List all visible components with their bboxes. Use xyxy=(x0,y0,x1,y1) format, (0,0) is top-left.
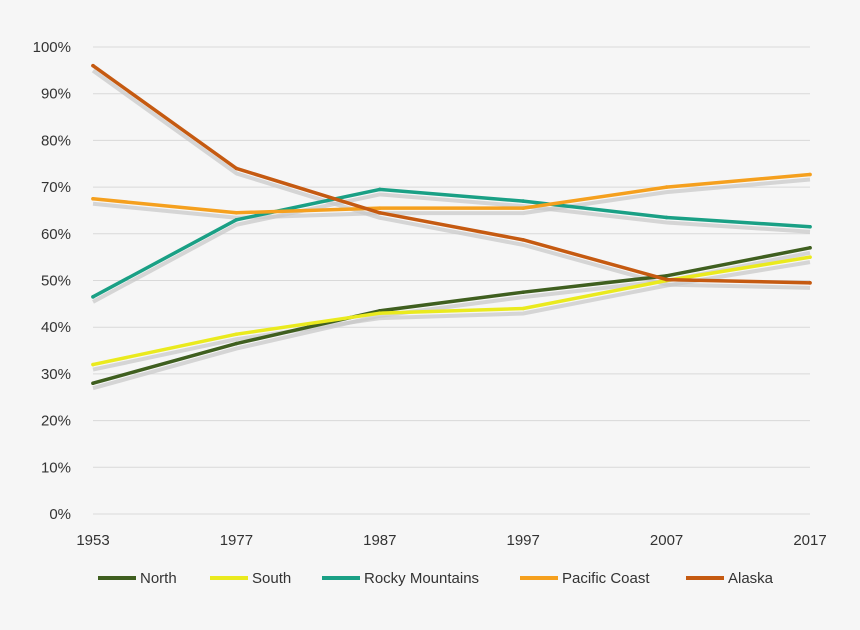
y-tick-label: 0% xyxy=(49,506,71,523)
y-tick-label: 10% xyxy=(41,459,71,476)
data-point-north xyxy=(808,246,812,250)
y-tick-label: 90% xyxy=(41,86,71,103)
data-point-rocky-mountains xyxy=(378,187,382,192)
series-line-pacific-coast xyxy=(91,172,812,215)
data-point-alaska xyxy=(521,238,525,242)
series-line-rocky-mountains xyxy=(91,187,812,299)
data-point-pacific-coast xyxy=(664,185,669,189)
series-shadow xyxy=(92,192,811,304)
legend-label-alaska: Alaska xyxy=(728,570,774,587)
data-point-south xyxy=(378,311,382,315)
series-shadow xyxy=(92,177,811,220)
data-point-alaska xyxy=(664,277,669,282)
x-tick-label: 2007 xyxy=(650,532,683,549)
data-point-alaska xyxy=(378,210,382,215)
data-point-pacific-coast xyxy=(808,172,812,177)
data-point-alaska xyxy=(91,63,95,68)
y-tick-label: 50% xyxy=(41,273,71,290)
y-tick-label: 100% xyxy=(33,39,71,56)
y-tick-label: 60% xyxy=(41,226,71,243)
data-point-pacific-coast xyxy=(521,206,525,210)
legend: North South Rocky Mountains Pacific Coast Al… xyxy=(98,570,774,587)
y-tick-label: 20% xyxy=(41,413,71,430)
x-tick-label: 1977 xyxy=(220,532,253,549)
x-tick-label: 1987 xyxy=(363,532,396,549)
y-axis-tick-labels: 0% 10% 20% 30% 40% 50% 60% 70% 80% 90% 100% xyxy=(33,39,71,523)
data-point-south xyxy=(234,332,239,337)
legend-label-pacific-coast: Pacific Coast xyxy=(562,570,650,587)
data-point-north xyxy=(664,274,669,278)
legend-label-south: South xyxy=(252,570,291,587)
x-tick-label: 1953 xyxy=(76,532,109,549)
data-point-pacific-coast xyxy=(378,206,382,210)
x-tick-label: 2017 xyxy=(793,532,826,549)
data-point-north xyxy=(234,341,239,346)
data-point-rocky-mountains xyxy=(234,217,239,222)
data-point-pacific-coast xyxy=(91,196,95,201)
y-tick-label: 70% xyxy=(41,179,71,196)
data-point-rocky-mountains xyxy=(91,295,95,299)
legend-label-north: North xyxy=(140,570,177,587)
data-point-south xyxy=(521,306,525,311)
data-point-north xyxy=(91,381,95,386)
series-line-north xyxy=(91,246,812,385)
x-axis-tick-labels: 1953 1977 1987 1997 2007 2017 xyxy=(76,532,826,549)
data-point-south xyxy=(808,255,812,259)
data-point-rocky-mountains xyxy=(664,215,669,220)
data-point-pacific-coast xyxy=(234,210,239,215)
legend-label-rocky-mountains: Rocky Mountains xyxy=(364,570,479,587)
data-point-rocky-mountains xyxy=(521,199,525,203)
series-shadow xyxy=(91,69,811,290)
series-lines xyxy=(91,63,812,386)
data-point-south xyxy=(91,362,95,367)
data-point-alaska xyxy=(808,281,812,285)
y-tick-label: 40% xyxy=(41,319,71,336)
data-point-rocky-mountains xyxy=(808,224,812,229)
series-line-alaska xyxy=(91,63,812,285)
y-tick-label: 30% xyxy=(41,366,71,383)
data-point-north xyxy=(521,290,525,294)
data-point-alaska xyxy=(234,166,239,171)
x-tick-label: 1997 xyxy=(507,532,540,549)
y-tick-label: 80% xyxy=(41,132,71,149)
series-line-south xyxy=(91,255,812,367)
